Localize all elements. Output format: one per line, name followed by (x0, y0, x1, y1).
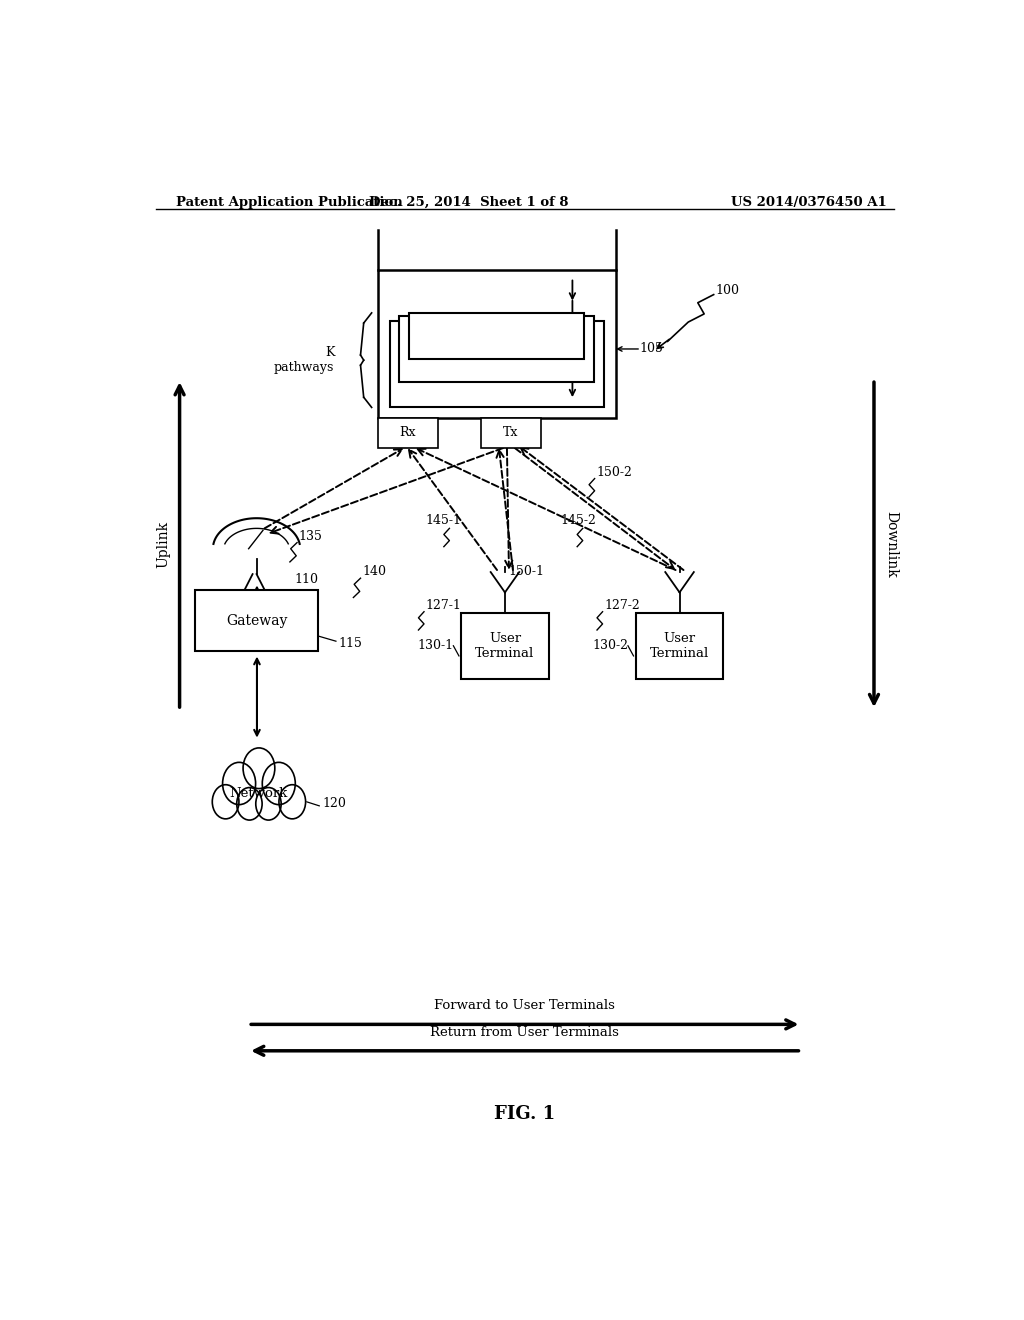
Bar (399, 315, 594, 381)
Text: FIG. 1: FIG. 1 (495, 1105, 555, 1123)
Bar (378, 417, 437, 447)
Text: 140: 140 (362, 565, 386, 578)
Text: K
pathways: K pathways (274, 346, 334, 374)
Text: Dec. 25, 2014  Sheet 1 of 8: Dec. 25, 2014 Sheet 1 of 8 (370, 195, 569, 209)
Bar (481, 417, 541, 447)
Text: Tx: Tx (503, 426, 518, 440)
Circle shape (222, 763, 256, 805)
Circle shape (262, 763, 295, 805)
Text: Gateway: Gateway (226, 614, 288, 628)
Text: 110: 110 (295, 573, 318, 586)
Text: US 2014/0376450 A1: US 2014/0376450 A1 (731, 195, 887, 209)
Bar (196, 590, 318, 651)
Circle shape (212, 784, 239, 818)
Circle shape (279, 784, 305, 818)
Text: 105: 105 (640, 342, 664, 355)
Text: Uplink: Uplink (157, 521, 171, 568)
Text: 150-1: 150-1 (509, 565, 545, 578)
Bar (378, 271, 616, 417)
Text: 145-2: 145-2 (560, 515, 596, 527)
Text: User
Terminal: User Terminal (650, 632, 710, 660)
Text: 145-1: 145-1 (426, 515, 462, 527)
Text: Return from User Terminals: Return from User Terminals (430, 1026, 620, 1039)
Circle shape (256, 788, 282, 820)
Text: Forward to User Terminals: Forward to User Terminals (434, 999, 615, 1012)
Text: Patent Application Publication: Patent Application Publication (176, 195, 402, 209)
Bar (636, 612, 723, 678)
Bar (461, 612, 549, 678)
Bar (409, 313, 584, 359)
Text: 127-2: 127-2 (604, 599, 640, 611)
Text: 130-1: 130-1 (417, 639, 454, 652)
Text: 115: 115 (338, 636, 362, 649)
Text: User
Terminal: User Terminal (475, 632, 535, 660)
Text: . . .: . . . (487, 345, 506, 354)
Circle shape (237, 788, 262, 820)
Text: Rx: Rx (399, 426, 416, 440)
Text: 150-2: 150-2 (596, 466, 632, 479)
Text: 127-1: 127-1 (426, 599, 462, 611)
Text: Network: Network (229, 787, 288, 800)
Text: Downlink: Downlink (885, 511, 898, 578)
Text: 120: 120 (323, 797, 346, 810)
Text: 135: 135 (299, 529, 323, 543)
Text: 130-2: 130-2 (592, 639, 628, 652)
Text: 100: 100 (715, 284, 739, 297)
Circle shape (243, 748, 274, 788)
Bar (390, 321, 604, 408)
